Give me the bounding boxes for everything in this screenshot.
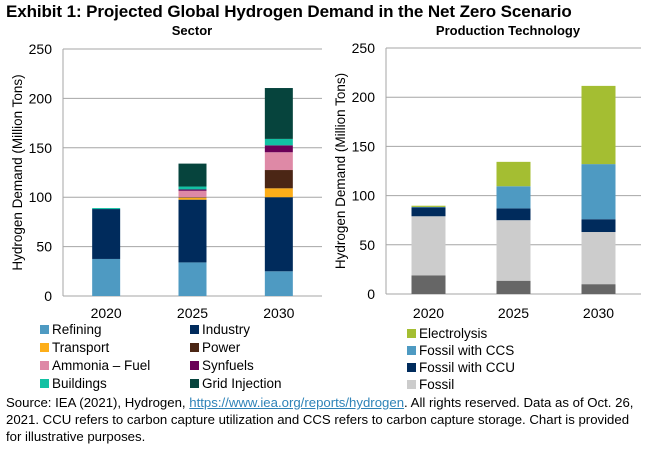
legend-swatch: [190, 325, 199, 334]
legend-label: Transport: [52, 340, 110, 355]
technology-x-tick-label: 2025: [498, 305, 529, 321]
exhibit-title: Exhibit 1: Projected Global Hydrogen Dem…: [6, 2, 572, 21]
legend-swatch: [190, 343, 199, 352]
sector-y-tick-label: 0: [44, 288, 52, 304]
technology-y-tick-label: 0: [367, 286, 375, 302]
technology-bar-segment-fossil-2020: [411, 216, 446, 276]
sector-bar-segment-transport-2030: [264, 188, 293, 198]
sector-bar-segment-buildings-2025: [178, 186, 207, 190]
sector-chart-title: Sector: [171, 23, 213, 38]
sector-y-tick-label: 250: [29, 41, 53, 57]
legend-label: Power: [202, 340, 241, 355]
technology-bar-segment-fossil-with-ccs-2030: [581, 164, 616, 220]
legend-swatch: [190, 361, 199, 370]
technology-bar-segment-unlabeled-2025: [496, 280, 531, 294]
sector-bar-segment-transport-2025: [178, 197, 207, 200]
legend-swatch: [40, 379, 49, 388]
legend-item-grid-injection: Grid Injection: [190, 376, 282, 391]
sector-bar-segment-synfuels-2030: [264, 145, 293, 153]
sector-bar-segment-industry-2020: [92, 209, 121, 259]
technology-y-tick-label: 200: [352, 89, 376, 105]
source-link[interactable]: https://www.iea.org/reports/hydrogen: [189, 395, 405, 410]
legend-item-ammonia-fuel: Ammonia – Fuel: [40, 358, 150, 373]
technology-y-tick-label: 50: [359, 237, 375, 253]
sector-bar-segment-refining-2025: [178, 262, 207, 296]
legend-item-fossil-with-ccu: Fossil with CCU: [407, 360, 515, 375]
technology-chart-title: Production Technology: [435, 23, 581, 38]
technology-y-tick-label: 250: [352, 40, 376, 56]
legend-item-synfuels: Synfuels: [190, 358, 254, 373]
legend-label: Fossil: [419, 377, 455, 392]
source-footnote: Source: IEA (2021), Hydrogen, https://ww…: [6, 394, 646, 445]
technology-bar-segment-fossil-with-ccu-2020: [411, 207, 446, 217]
sector-x-tick-label: 2030: [263, 305, 294, 321]
technology-y-axis-label: Hydrogen Demand (Million Tons): [333, 73, 348, 269]
legend-swatch: [190, 379, 199, 388]
technology-y-tick-label: 100: [352, 188, 376, 204]
legend-item-buildings: Buildings: [40, 376, 107, 391]
sector-bar-segment-buildings-2020: [92, 208, 121, 210]
legend-item-power: Power: [190, 340, 240, 355]
sector-bar-segment-grid-injection-2030: [264, 88, 293, 139]
legend-swatch: [407, 363, 416, 372]
legend-item-transport: Transport: [40, 340, 109, 355]
technology-x-tick-label: 2020: [413, 305, 444, 321]
legend-item-refining: Refining: [40, 322, 102, 337]
technology-bar-segment-fossil-2030: [581, 232, 616, 285]
sector-bar-segment-ammonia-fuel-2025: [178, 190, 207, 198]
sector-bar-segment-industry-2030: [264, 197, 293, 272]
technology-bar-segment-unlabeled-2030: [581, 284, 616, 294]
technology-bar-segment-fossil-2025: [496, 220, 531, 281]
technology-bar-segment-unlabeled-2020: [411, 275, 446, 294]
legend-item-fossil: Fossil: [407, 377, 454, 392]
sector-y-tick-label: 200: [29, 90, 53, 106]
sector-bar-segment-industry-2025: [178, 199, 207, 263]
technology-bar-segment-electrolysis-2030: [581, 85, 616, 165]
legend-item-fossil-with-ccs: Fossil with CCS: [407, 343, 514, 358]
sector-bar-segment-power-2030: [264, 170, 293, 189]
legend-item-industry: Industry: [190, 322, 250, 337]
legend-swatch: [40, 361, 49, 370]
sector-bar-segment-buildings-2030: [264, 138, 293, 146]
legend-label: Refining: [52, 322, 102, 337]
technology-x-tick-label: 2030: [583, 305, 614, 321]
legend-swatch: [40, 325, 49, 334]
sector-bar-segment-grid-injection-2025: [178, 163, 207, 187]
technology-bar-segment-electrolysis-2020: [411, 205, 446, 207]
legend-swatch: [40, 343, 49, 352]
footnote-prefix: Source: IEA (2021), Hydrogen,: [6, 395, 190, 410]
technology-y-tick-label: 150: [352, 138, 376, 154]
legend-swatch: [407, 380, 416, 389]
legend-label: Synfuels: [202, 358, 254, 373]
technology-bar-segment-electrolysis-2025: [496, 161, 531, 187]
legend-label: Buildings: [52, 376, 107, 391]
sector-bar-segment-synfuels-2025: [178, 189, 207, 191]
charts-canvas: 0 50 100 150 200 250 Hydrogen Demand (Million …: [10, 40, 641, 321]
sector-y-tick-label: 50: [36, 239, 52, 255]
sector-y-tick-label: 150: [29, 140, 53, 156]
legend-swatch: [407, 329, 416, 338]
sector-x-tick-label: 2025: [177, 305, 208, 321]
sector-bar-segment-ammonia-fuel-2030: [264, 152, 293, 171]
legend-swatch: [407, 346, 416, 355]
technology-bar-segment-fossil-with-ccu-2030: [581, 219, 616, 233]
legend-label: Fossil with CCS: [419, 343, 515, 358]
technology-bar-segment-fossil-with-ccu-2025: [496, 208, 531, 221]
sector-x-tick-label: 2020: [91, 305, 122, 321]
legend-label: Industry: [202, 322, 251, 337]
sector-bar-segment-refining-2030: [264, 271, 293, 296]
sector-bar-segment-refining-2020: [92, 258, 121, 296]
technology-bar-segment-fossil-with-ccs-2025: [496, 186, 531, 209]
legend-label: Grid Injection: [202, 376, 282, 391]
footnote-suffix: . All rights reserved. Data as of Oct. 2…: [6, 395, 634, 444]
sector-y-tick-label: 100: [29, 189, 53, 205]
sector-y-axis-label: Hydrogen Demand (Million Tons): [10, 74, 25, 270]
legend-label: Electrolysis: [419, 326, 488, 341]
legend-label: Fossil with CCU: [419, 360, 516, 375]
legend-label: Ammonia – Fuel: [52, 358, 151, 373]
legend-item-electrolysis: Electrolysis: [407, 326, 487, 341]
